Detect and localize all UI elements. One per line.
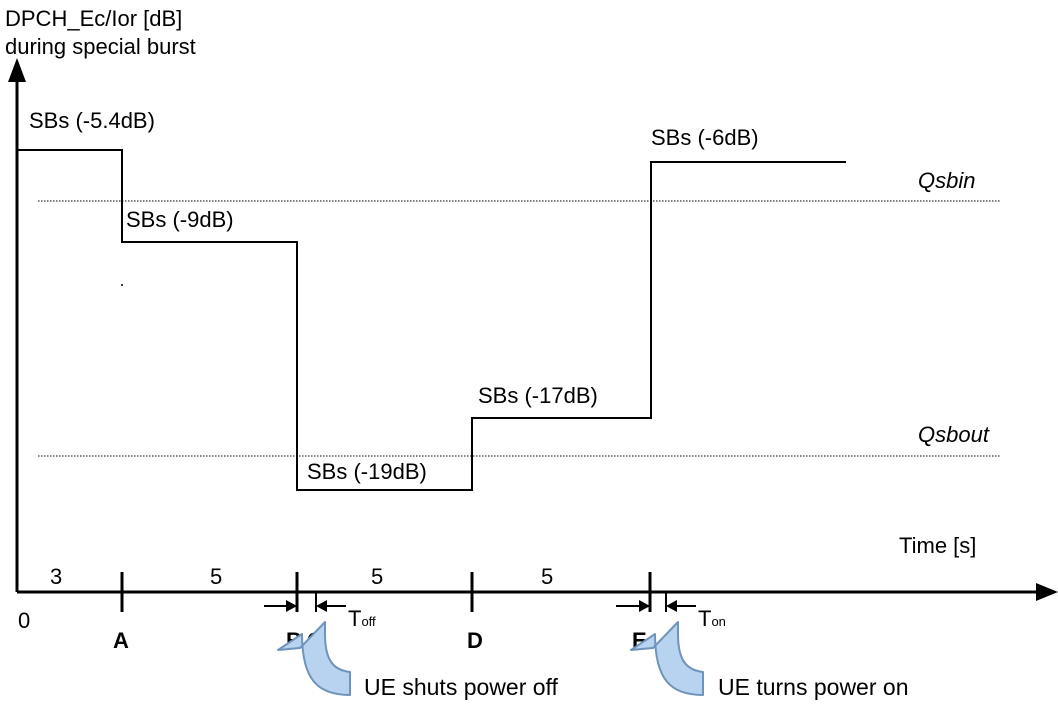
- power-off-callout-text: UE shuts power off: [364, 674, 559, 700]
- power-level-profile: [17, 149, 846, 491]
- ton-label: Ton: [698, 606, 726, 631]
- toff-label: Toff: [348, 606, 376, 631]
- origin-label: 0: [18, 608, 30, 633]
- ton-right-arrowhead: [666, 600, 677, 612]
- level-label-sb2: SBs (-9dB): [126, 207, 234, 232]
- level-label-sb1: SBs (-5.4dB): [29, 108, 155, 133]
- y-axis-label-line1: DPCH_Ec/Ior [dB]: [5, 6, 182, 31]
- y-axis-arrowhead: [8, 58, 26, 82]
- power-on-callout-text: UE turns power on: [718, 674, 908, 700]
- level-label-sb4: SBs (-17dB): [478, 383, 598, 408]
- power-on-callout-arrow: [630, 621, 704, 696]
- duration-label: 5: [371, 564, 383, 589]
- time-axis-label: Time [s]: [899, 533, 976, 558]
- toff-sub: off: [361, 614, 376, 629]
- ton-base: T: [698, 606, 711, 631]
- stray-dot: [121, 284, 123, 286]
- level-label-sb5: SBs (-6dB): [651, 125, 759, 150]
- y-axis-label-line2: during special burst: [5, 34, 196, 59]
- toff-left-arrowhead: [286, 600, 297, 612]
- time-point-a: A: [113, 628, 129, 653]
- ton-sub: on: [711, 614, 725, 629]
- qsbout-label: Qsbout: [918, 422, 990, 447]
- duration-label: 5: [210, 564, 222, 589]
- toff-base: T: [348, 606, 361, 631]
- power-off-callout-arrow: [277, 621, 351, 696]
- toff-right-arrowhead: [316, 600, 327, 612]
- duration-label: 3: [50, 564, 62, 589]
- qsbin-label: Qsbin: [918, 168, 975, 193]
- ton-left-arrowhead: [639, 600, 650, 612]
- duration-label: 5: [541, 564, 553, 589]
- time-axis-arrowhead: [1036, 583, 1058, 601]
- time-point-d: D: [467, 628, 483, 653]
- level-label-sb3: SBs (-19dB): [307, 459, 427, 484]
